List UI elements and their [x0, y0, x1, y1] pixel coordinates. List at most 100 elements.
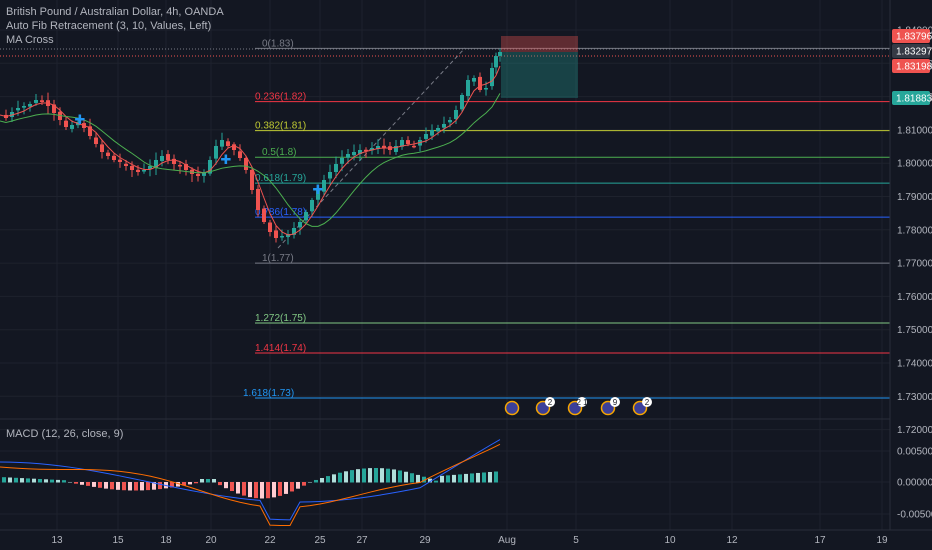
macd-histogram-bar	[242, 482, 246, 496]
candle-body	[352, 152, 356, 156]
macd-histogram-bar	[122, 482, 126, 491]
macd-histogram-bar	[236, 482, 240, 494]
candle-body	[280, 236, 284, 238]
macd-label[interactable]: MACD (12, 26, close, 9)	[6, 428, 124, 440]
macd-histogram-bar	[182, 482, 186, 486]
candle-body	[394, 146, 398, 152]
candle-body	[466, 80, 470, 96]
macd-histogram-bar	[92, 482, 96, 487]
stop-loss-zone[interactable]	[501, 36, 578, 52]
macd-histogram-bar	[14, 477, 18, 483]
price-tag	[892, 44, 930, 58]
time-tick-label: Aug	[498, 535, 516, 546]
time-tick-label: 17	[814, 535, 826, 546]
candle-body	[334, 164, 338, 172]
candle-body	[292, 228, 296, 235]
candle-body	[430, 130, 434, 136]
time-tick-label: 27	[356, 535, 368, 546]
candle-body	[268, 222, 272, 232]
macd-histogram-bar	[74, 482, 78, 484]
macd-histogram-bar	[278, 482, 282, 496]
fib-level-label: 1.618(1.73)	[243, 388, 294, 399]
take-profit-zone[interactable]	[501, 52, 578, 98]
candle-body	[238, 151, 242, 158]
macd-axis[interactable]: 0.00500 0.00000 -0.00500	[897, 447, 932, 521]
fib-retracement: 0(1.83) 0.236(1.82) 0.382(1.81) 0.5(1.8) 0.6…	[0, 38, 890, 399]
event-icon[interactable]	[504, 400, 520, 416]
macd-histogram-bar	[170, 482, 174, 488]
candle-body	[34, 100, 38, 103]
candle-body	[382, 145, 386, 148]
candle-body	[256, 188, 260, 210]
candle-body	[118, 159, 122, 162]
price-tick-label: 1.78000	[897, 225, 932, 236]
indicator-fib-label[interactable]: Auto Fib Retracement (3, 10, Values, Lef…	[6, 20, 212, 32]
candle-body	[310, 200, 314, 212]
candle-body	[220, 140, 224, 147]
candle-body	[364, 149, 368, 152]
macd-histogram-bar	[416, 474, 420, 483]
candle-body	[376, 146, 380, 150]
candle-body	[202, 172, 206, 176]
candle-body	[100, 144, 104, 152]
macd-histogram-bar	[428, 478, 432, 483]
time-tick-label: 12	[726, 535, 738, 546]
macd-histogram-bar	[224, 482, 228, 489]
event-count-badge	[577, 397, 587, 407]
macd-histogram-bar	[44, 479, 48, 483]
price-tick-label: 1.80000	[897, 159, 932, 170]
time-tick-label: 10	[664, 535, 676, 546]
macd-tick-label: -0.00500	[897, 510, 932, 521]
price-tick-label: 1.79000	[897, 192, 932, 203]
candle-body	[322, 180, 326, 192]
candle-body	[484, 88, 488, 90]
candle-body	[274, 230, 278, 238]
macd-histogram-bar	[272, 482, 276, 498]
macd-histogram-bar	[248, 482, 252, 498]
short-position-box[interactable]	[501, 36, 578, 98]
candle-body	[498, 52, 502, 56]
macd-histogram-bar	[296, 482, 300, 489]
price-tag-label: 1.83198	[896, 62, 932, 73]
candle-body	[64, 120, 68, 127]
ma-cross-marker: ✚	[221, 153, 232, 168]
price-axis[interactable]: 1.840001.830001.820001.810001.800001.790…	[889, 0, 932, 530]
time-tick-label: 29	[419, 535, 431, 546]
time-tick-label: 13	[51, 535, 63, 546]
candle-body	[250, 169, 254, 190]
macd-histogram-bar	[482, 472, 486, 483]
price-tag-label: 1.83297	[896, 47, 932, 58]
price-tick-label: 1.76000	[897, 292, 932, 303]
macd-histogram-bar	[434, 480, 438, 483]
candle-body	[184, 164, 188, 170]
macd-histogram-bar	[302, 482, 306, 486]
candle-body	[478, 76, 482, 90]
candle-body	[142, 170, 146, 172]
macd-histogram-bar	[86, 482, 90, 486]
macd-histogram-bar	[158, 482, 162, 490]
macd-histogram-bar	[8, 477, 12, 483]
event-markers[interactable]: 2 2 1 9 2	[504, 397, 653, 416]
ma-slow-line	[0, 93, 501, 227]
macd-histogram-bar	[380, 468, 384, 483]
candle-body	[208, 160, 212, 174]
time-axis[interactable]: 13 15 18 20 22 25 27 29 Aug 5 10 12 17 19	[0, 529, 932, 546]
macd-signal-line	[0, 443, 501, 527]
macd-histogram-bar	[314, 479, 318, 483]
macd-histogram-bar	[152, 482, 156, 490]
price-tag	[892, 91, 930, 105]
time-tick-label: 25	[314, 535, 326, 546]
macd-histogram-bar	[476, 472, 480, 483]
indicator-ma-label[interactable]: MA Cross	[6, 34, 54, 46]
candle-body	[436, 128, 440, 132]
fib-level-label: 0.5(1.8)	[262, 147, 296, 158]
candle-body	[370, 148, 374, 151]
macd-histogram-bar	[104, 482, 108, 489]
candle-body	[94, 137, 98, 144]
candle-body	[358, 150, 362, 154]
macd-histogram-bar	[284, 482, 288, 494]
macd-histogram-bar	[362, 468, 366, 483]
macd-histogram-bar	[230, 482, 234, 492]
time-tick-label: 22	[264, 535, 276, 546]
